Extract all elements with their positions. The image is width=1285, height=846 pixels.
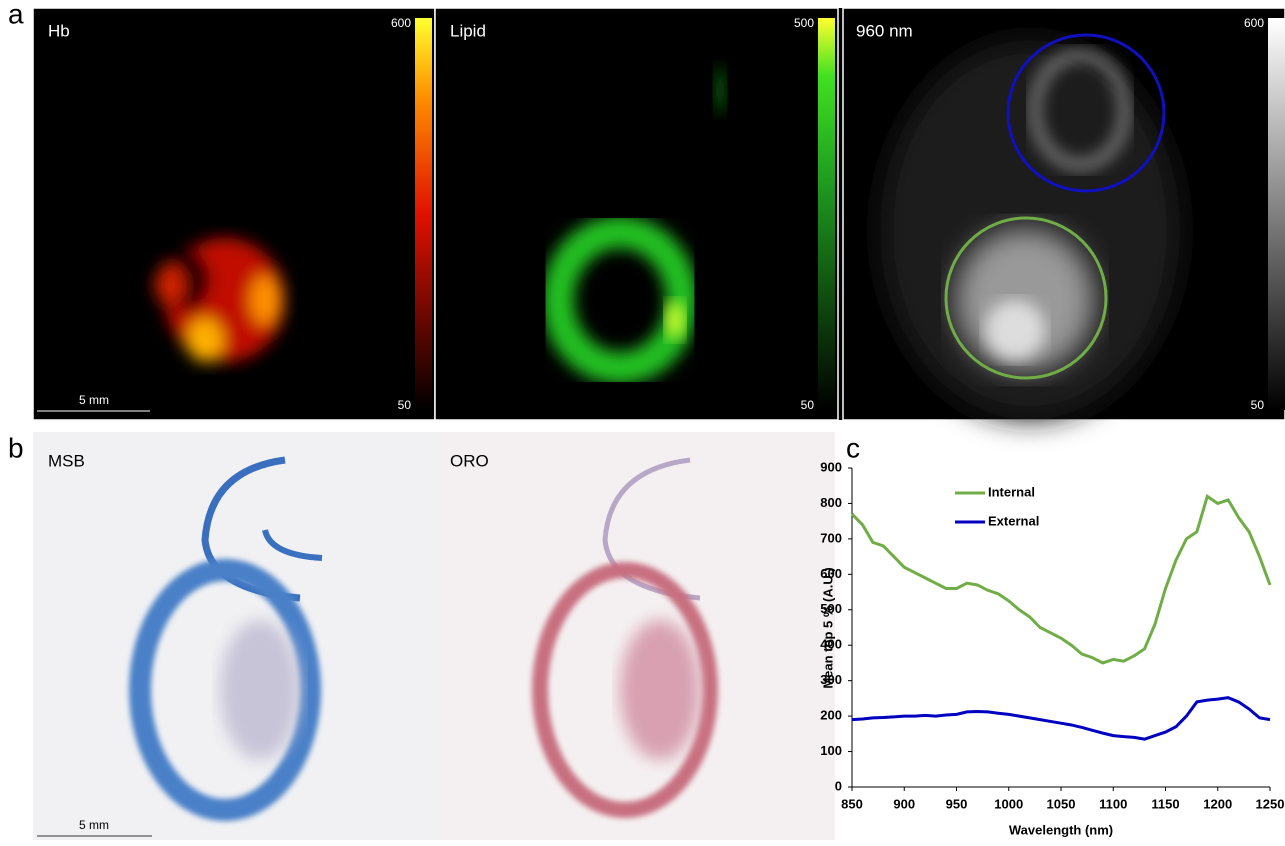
- image-title: Lipid: [450, 21, 486, 40]
- panel-label: b: [8, 432, 24, 463]
- y-tick-label: 400: [820, 637, 842, 652]
- x-tick-label: 900: [893, 796, 915, 811]
- y-tick-label: 100: [820, 743, 842, 758]
- x-tick-label: 1000: [994, 796, 1023, 811]
- y-tick-label: 700: [820, 530, 842, 545]
- scale-bar-label: 5 mm: [79, 393, 109, 407]
- colorbar-min: 50: [398, 398, 412, 412]
- x-tick-label: 1150: [1151, 796, 1179, 811]
- image-title: MSB: [48, 451, 85, 470]
- colorbar-max: 600: [1244, 16, 1264, 30]
- y-tick-label: 200: [820, 708, 842, 723]
- y-tick-label: 0: [835, 778, 842, 793]
- y-axis-label: Mean top 5 % (A.U.): [820, 567, 835, 688]
- colorbar: [818, 18, 835, 410]
- lipid-signal: [542, 65, 726, 384]
- series-line: [851, 696, 1271, 741]
- msb-tissue: [129, 456, 323, 821]
- y-tick-label: 800: [820, 495, 842, 510]
- hb-signal: [155, 238, 285, 362]
- roi-external: [1006, 33, 1166, 193]
- colorbar: [415, 18, 432, 410]
- series-line: [850, 493, 1272, 665]
- x-axis-label: Wavelength (nm): [1009, 822, 1113, 837]
- scale-bar-label: 5 mm: [79, 818, 109, 832]
- colorbar-min: 50: [801, 398, 815, 412]
- x-tick-label: 1050: [1047, 796, 1076, 811]
- image-title: Hb: [48, 21, 70, 40]
- y-tick-label: 900: [820, 459, 842, 474]
- x-tick-label: 1100: [1099, 796, 1127, 811]
- panel-label: c: [846, 432, 860, 463]
- legend-label: Internal: [988, 484, 1035, 499]
- nir-signal: [880, 40, 1180, 420]
- colorbar-max: 500: [794, 16, 814, 30]
- y-tick-label: 600: [820, 566, 842, 581]
- x-tick-label: 850: [841, 796, 863, 811]
- y-tick-label: 500: [820, 601, 842, 616]
- x-tick-label: 1250: [1256, 796, 1285, 811]
- panel-label: a: [8, 0, 24, 29]
- x-tick-label: 950: [946, 796, 968, 811]
- image-msb: [33, 432, 435, 840]
- roi-internal: [944, 216, 1108, 380]
- image-title: 960 nm: [856, 21, 913, 40]
- colorbar-min: 50: [1251, 398, 1265, 412]
- image-title: ORO: [450, 451, 489, 470]
- colorbar-max: 600: [391, 16, 411, 30]
- colorbar: [1268, 18, 1285, 410]
- legend-label: External: [988, 513, 1039, 528]
- x-tick-label: 1200: [1203, 796, 1232, 811]
- y-tick-label: 300: [820, 672, 842, 687]
- oro-tissue: [532, 457, 718, 818]
